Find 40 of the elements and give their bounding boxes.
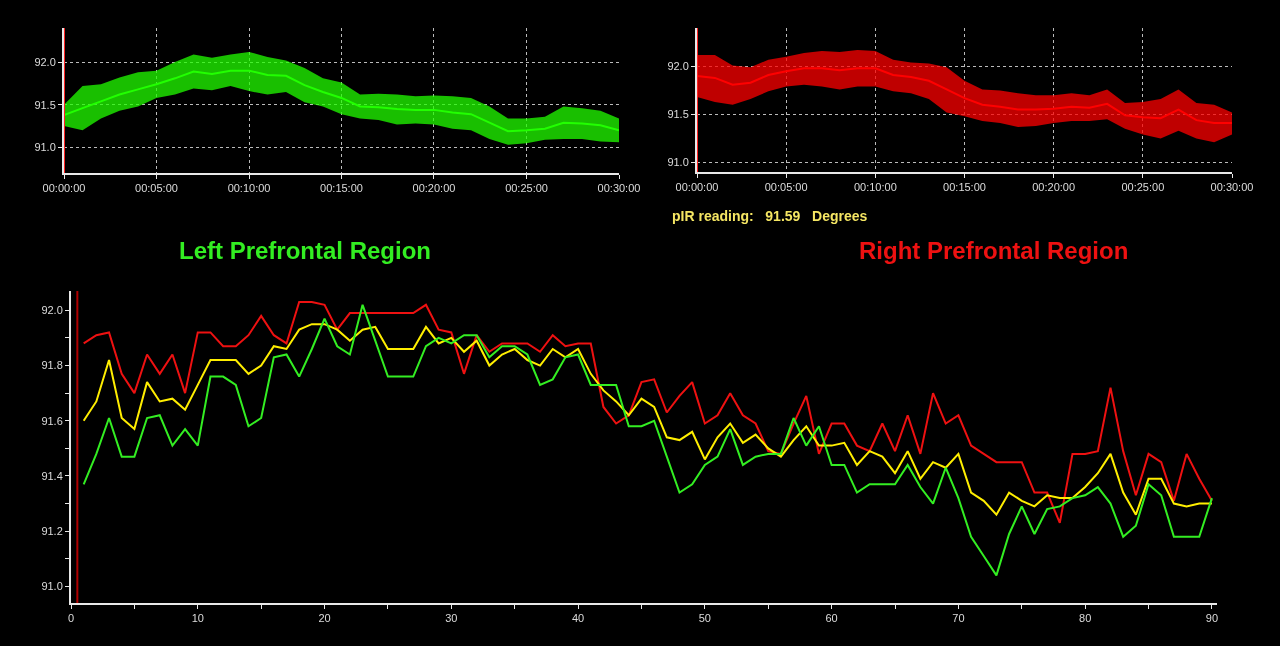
text: Right Prefrontal Region — [859, 237, 1129, 264]
text: Left Prefrontal Region — [179, 237, 432, 264]
y-tick-label: 92.0 — [41, 304, 63, 317]
y-tick-label: 91.8 — [41, 359, 63, 372]
x-tick-label: 0 — [67, 612, 75, 625]
x-tick-label: 00:15:00 — [320, 182, 363, 195]
x-tick-label: 00:20:00 — [412, 182, 456, 195]
x-tick-label: 00:25:00 — [505, 182, 548, 195]
y-tick-label: 91.0 — [41, 580, 63, 593]
y-tick-label: 92.0 — [667, 60, 689, 73]
x-tick-label: 00:05:00 — [135, 182, 178, 195]
x-tick-label: 10 — [191, 612, 204, 625]
x-tick-label: 00:30:00 — [597, 182, 641, 195]
y-tick-label: 91.0 — [34, 141, 56, 154]
x-tick-label: 60 — [825, 612, 838, 625]
text: pIR reading: 91.59 Degrees — [672, 208, 868, 224]
x-tick-label: 00:00:00 — [675, 181, 719, 194]
y-tick-label: 92.0 — [34, 55, 56, 68]
y-tick-label: 91.5 — [34, 98, 56, 111]
x-tick-label: 90 — [1205, 612, 1219, 625]
x-tick-label: 00:00:00 — [42, 182, 86, 195]
x-tick-label: 00:05:00 — [764, 181, 808, 194]
y-tick-label: 91.6 — [41, 414, 63, 427]
line-series — [82, 303, 1213, 577]
x-tick-label: 50 — [698, 612, 711, 625]
y-tick-label: 91.4 — [41, 469, 63, 482]
y-tick-label: 91.2 — [41, 525, 63, 538]
y-tick-label: 91.5 — [667, 108, 689, 121]
x-tick-label: 70 — [952, 612, 965, 625]
x-tick-label: 00:20:00 — [1032, 181, 1076, 194]
x-tick-label: 00:10:00 — [853, 181, 897, 194]
x-tick-label: 80 — [1079, 612, 1092, 625]
y-tick-label: 91.0 — [667, 156, 689, 169]
x-tick-label: 00:25:00 — [1121, 181, 1165, 194]
x-tick-label: 30 — [445, 612, 458, 625]
x-tick-label: 00:10:00 — [227, 182, 271, 195]
x-tick-label: 20 — [318, 612, 331, 625]
x-tick-label: 00:15:00 — [943, 181, 986, 194]
x-tick-label: 00:30:00 — [1210, 181, 1254, 194]
x-tick-label: 40 — [571, 612, 585, 625]
